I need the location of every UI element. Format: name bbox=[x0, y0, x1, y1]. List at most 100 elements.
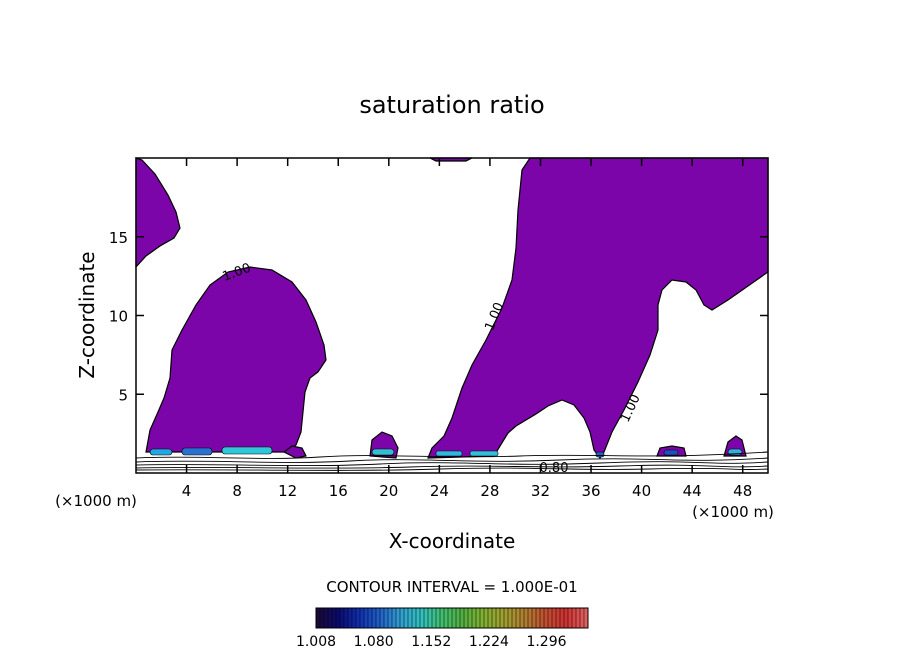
contour-line bbox=[135, 451, 769, 459]
colorbar-cell bbox=[344, 608, 349, 628]
x-tick-label: 4 bbox=[182, 482, 192, 500]
colorbar-cell bbox=[544, 608, 549, 628]
contour-line bbox=[135, 457, 769, 463]
colorbar-cell bbox=[540, 608, 545, 628]
colorbar-cell bbox=[356, 608, 361, 628]
colorbar-cell bbox=[384, 608, 389, 628]
colorbar-border bbox=[315, 607, 589, 629]
colorbar-cell bbox=[512, 608, 517, 628]
colorbar-cell bbox=[456, 608, 461, 628]
colorbar-cell bbox=[444, 608, 449, 628]
colorbar-cell bbox=[432, 608, 437, 628]
colorbar-cell bbox=[484, 608, 489, 628]
colorbar-cell bbox=[328, 608, 333, 628]
x-tick-label: 32 bbox=[531, 482, 550, 500]
x-tick-label: 20 bbox=[379, 482, 398, 500]
colorbar-cell bbox=[528, 608, 533, 628]
x-axis-unit: (×1000 m) bbox=[692, 503, 774, 521]
colorbar-cell bbox=[324, 608, 329, 628]
colorbar-cell bbox=[460, 608, 465, 628]
colorbar-cell bbox=[464, 608, 469, 628]
colorbar-cell bbox=[496, 608, 501, 628]
x-tick-label: 12 bbox=[278, 482, 297, 500]
blob bbox=[149, 448, 173, 456]
colorbar-cell bbox=[560, 608, 565, 628]
region-main-right bbox=[427, 157, 769, 460]
colorbar-cell bbox=[336, 608, 341, 628]
y-tick-label: 10 bbox=[109, 308, 128, 326]
blob bbox=[181, 447, 213, 456]
colorbar-cell bbox=[556, 608, 561, 628]
colorbar-cell bbox=[576, 608, 581, 628]
colorbar-cell bbox=[368, 608, 373, 628]
colorbar-cell bbox=[520, 608, 525, 628]
region-top-left bbox=[135, 157, 181, 269]
colorbar-cell bbox=[524, 608, 529, 628]
colorbar-cell bbox=[584, 608, 589, 628]
colorbar-label: 1.296 bbox=[526, 634, 566, 650]
colorbar-cell bbox=[428, 608, 433, 628]
colorbar-cell bbox=[448, 608, 453, 628]
x-tick-label: 8 bbox=[232, 482, 242, 500]
colorbar bbox=[315, 607, 589, 629]
colorbar-cell bbox=[376, 608, 381, 628]
x-tick-label: 44 bbox=[683, 482, 702, 500]
chart-title: saturation ratio bbox=[359, 91, 544, 119]
colorbar-cell bbox=[400, 608, 405, 628]
colorbar-cell bbox=[360, 608, 365, 628]
colorbar-cell bbox=[392, 608, 397, 628]
high-saturation-blobs bbox=[149, 446, 743, 458]
x-tick-label: 24 bbox=[430, 482, 449, 500]
colorbar-cell bbox=[508, 608, 513, 628]
colorbar-cell bbox=[516, 608, 521, 628]
colorbar-cell bbox=[532, 608, 537, 628]
colorbar-cell bbox=[500, 608, 505, 628]
x-tick-label: 36 bbox=[581, 482, 600, 500]
colorbar-cell bbox=[564, 608, 569, 628]
x-tick-label: 28 bbox=[480, 482, 499, 500]
colorbar-cell bbox=[548, 608, 553, 628]
contour-line bbox=[135, 461, 769, 467]
y-tick-label: 5 bbox=[118, 386, 128, 404]
colorbar-cell bbox=[408, 608, 413, 628]
x-tick-label: 16 bbox=[329, 482, 348, 500]
colorbar-cell bbox=[332, 608, 337, 628]
colorbar-cell bbox=[572, 608, 577, 628]
colorbar-cell bbox=[568, 608, 573, 628]
colorbar-cell bbox=[468, 608, 473, 628]
blob bbox=[663, 449, 679, 456]
contour-line bbox=[135, 464, 769, 469]
colorbar-cell bbox=[488, 608, 493, 628]
y-ticks: 5 10 15 bbox=[109, 229, 768, 404]
contour-line bbox=[135, 467, 769, 471]
colorbar-cell bbox=[316, 608, 321, 628]
colorbar-label: 1.008 bbox=[296, 634, 336, 650]
colorbar-cell bbox=[476, 608, 481, 628]
colorbar-cell bbox=[472, 608, 477, 628]
colorbar-cell bbox=[416, 608, 421, 628]
colorbar-cell bbox=[480, 608, 485, 628]
colorbar-label: 1.224 bbox=[469, 634, 509, 650]
x-axis-label: X-coordinate bbox=[389, 529, 516, 553]
colorbar-cell bbox=[492, 608, 497, 628]
colorbar-cell bbox=[580, 608, 585, 628]
blob bbox=[435, 450, 463, 457]
colorbar-cell bbox=[420, 608, 425, 628]
y-axis-label: Z-coordinate bbox=[75, 251, 99, 378]
blob bbox=[371, 448, 395, 456]
contour-interval-text: CONTOUR INTERVAL = 1.000E-01 bbox=[326, 578, 577, 596]
saturated-regions bbox=[135, 157, 769, 460]
colorbar-cell bbox=[348, 608, 353, 628]
colorbar-labels: 1.008 1.080 1.152 1.224 1.296 bbox=[296, 634, 567, 650]
x-tick-label: 40 bbox=[632, 482, 651, 500]
colorbar-cell bbox=[412, 608, 417, 628]
colorbar-cell bbox=[352, 608, 357, 628]
blob bbox=[469, 450, 499, 457]
blob bbox=[221, 446, 273, 455]
colorbar-cell bbox=[536, 608, 541, 628]
colorbar-cell bbox=[440, 608, 445, 628]
colorbar-cell bbox=[340, 608, 345, 628]
colorbar-cell bbox=[504, 608, 509, 628]
colorbar-cell bbox=[436, 608, 441, 628]
